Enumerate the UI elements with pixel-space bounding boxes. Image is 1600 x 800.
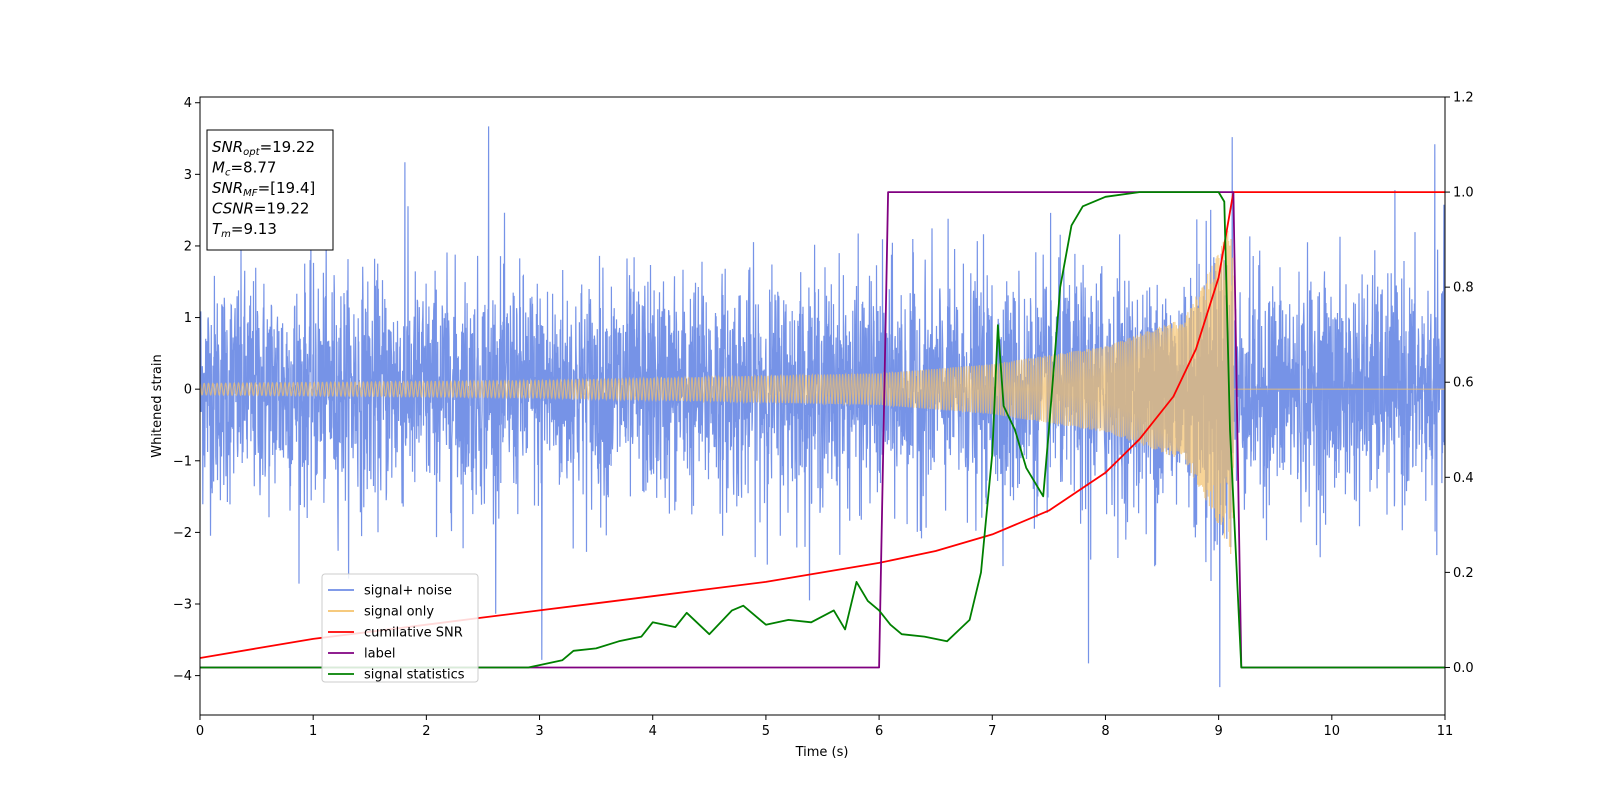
x-axis-ticks: 0 1 2 3 4 5 6 7 8 9 10 11 bbox=[196, 715, 1453, 739]
legend-frame bbox=[321, 573, 479, 683]
y-left-tick-label: 1 bbox=[184, 311, 192, 326]
series-signal-plus-noise bbox=[200, 126, 1445, 688]
x-tick-label: 3 bbox=[535, 724, 543, 739]
legend-label: label bbox=[364, 647, 395, 662]
y-left-tick-label: 2 bbox=[184, 239, 192, 254]
legend: signal+ noise signal only cumilative SNR la… bbox=[321, 573, 479, 683]
legend-label: signal+ noise bbox=[364, 584, 452, 599]
x-tick-label: 5 bbox=[762, 724, 770, 739]
y-left-tick-label: 0 bbox=[184, 383, 192, 398]
x-axis-label: Time (s) bbox=[795, 745, 849, 760]
info-box: SNRopt=19.22Mc=8.77SNRMF=[19.4]CSNR=19.2… bbox=[206, 129, 334, 251]
y-right-tick-label: 0.0 bbox=[1453, 661, 1474, 676]
info-box-line: Tm=9.13 bbox=[212, 220, 277, 240]
y-left-tick-label: −3 bbox=[173, 598, 192, 613]
y-left-tick-label: −4 bbox=[173, 669, 192, 684]
legend-label: signal statistics bbox=[364, 668, 465, 683]
x-tick-label: 10 bbox=[1324, 724, 1341, 739]
y-right-axis-ticks: 0.0 0.2 0.4 0.6 0.8 1.0 1.2 bbox=[1445, 91, 1474, 676]
x-tick-label: 4 bbox=[649, 724, 657, 739]
y-left-tick-label: −1 bbox=[173, 454, 192, 469]
y-right-tick-label: 0.8 bbox=[1453, 281, 1474, 296]
y-right-tick-label: 1.0 bbox=[1453, 186, 1474, 201]
y-right-tick-label: 0.2 bbox=[1453, 566, 1474, 581]
x-tick-label: 8 bbox=[1101, 724, 1109, 739]
x-tick-label: 1 bbox=[309, 724, 317, 739]
info-box-line: Mc=8.77 bbox=[212, 159, 276, 179]
x-tick-label: 6 bbox=[875, 724, 883, 739]
info-box-line: SNRopt=19.22 bbox=[212, 138, 315, 158]
legend-label: cumilative SNR bbox=[364, 626, 463, 641]
legend-label: signal only bbox=[364, 605, 434, 620]
x-tick-label: 9 bbox=[1214, 724, 1222, 739]
plot-frame bbox=[199, 96, 1446, 716]
x-tick-label: 7 bbox=[988, 724, 996, 739]
y-right-tick-label: 1.2 bbox=[1453, 91, 1474, 106]
info-box-frame bbox=[206, 129, 334, 251]
series-signal-statistics bbox=[200, 191, 1445, 669]
x-tick-label: 0 bbox=[196, 724, 204, 739]
x-tick-label: 11 bbox=[1437, 724, 1454, 739]
info-box-line: SNRMF=[19.4] bbox=[212, 179, 315, 199]
y-right-tick-label: 0.4 bbox=[1453, 471, 1474, 486]
y-left-tick-label: 4 bbox=[184, 96, 192, 111]
x-tick-label: 2 bbox=[422, 724, 430, 739]
y-left-tick-label: −2 bbox=[173, 526, 192, 541]
y-left-axis-label: Whitened strain bbox=[150, 354, 165, 457]
y-left-axis-ticks: −4 −3 −2 −1 0 1 2 3 4 bbox=[173, 96, 200, 684]
info-box-line: CSNR=19.22 bbox=[212, 200, 309, 218]
y-left-tick-label: 3 bbox=[184, 168, 192, 183]
y-right-tick-label: 0.6 bbox=[1453, 376, 1474, 391]
